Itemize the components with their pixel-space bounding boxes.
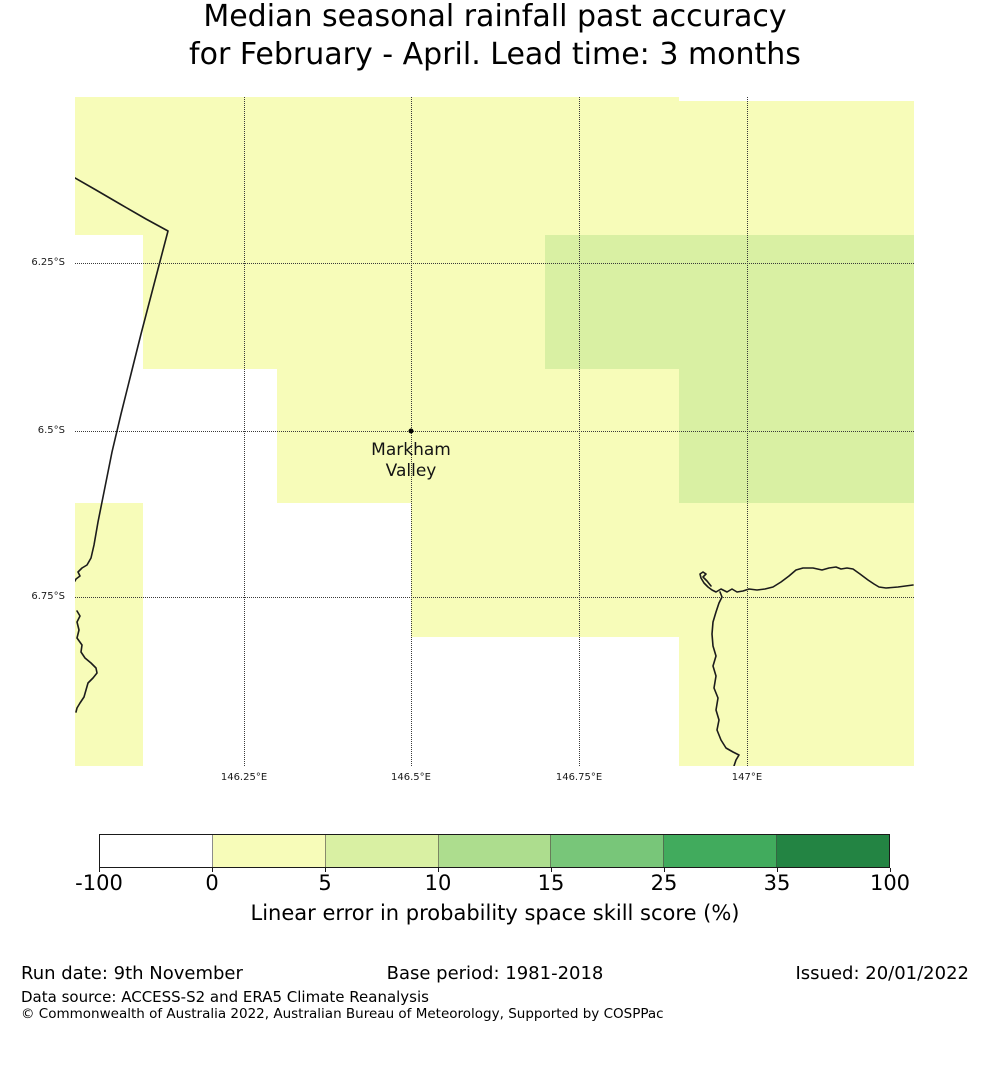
colorbar-segment-2: [325, 835, 439, 867]
colorbar: [99, 834, 890, 868]
map-cell-0-5: [679, 101, 914, 235]
colorbar-segment-4: [551, 835, 665, 867]
x-axis-tick-label: 146.5°E: [391, 772, 431, 783]
y-axis-tick-label: 6.5°S: [37, 425, 65, 436]
x-axis-tick-label: 146.25°E: [220, 772, 268, 783]
coastline-layer: [75, 177, 914, 766]
data-source-text: Data source: ACCESS-S2 and ERA5 Climate …: [21, 988, 429, 1006]
colorbar-tick-label: 35: [763, 871, 791, 895]
colorbar-segment-6: [777, 835, 890, 867]
colorbar-segment-5: [664, 835, 778, 867]
marker-label-line2: Valley: [385, 461, 437, 481]
map-cell-0-5: [143, 235, 545, 369]
chart-title: Median seasonal rainfall past accuracy f…: [0, 0, 990, 74]
issued-date-text: Issued: 20/01/2022: [795, 963, 969, 984]
x-axis-tick-label: 147°E: [731, 772, 763, 783]
colorbar-label: Linear error in probability space skill …: [250, 901, 740, 925]
coastline-southwest: [75, 610, 98, 713]
colorbar-segment-3: [438, 835, 552, 867]
y-axis-tick-label: 6.75°S: [31, 591, 65, 602]
colorbar-tick-label: 5: [318, 871, 332, 895]
chart-title-line2: for February - April. Lead time: 3 month…: [189, 37, 801, 72]
coastline-east: [699, 566, 914, 593]
run-date-text: Run date: 9th November: [21, 963, 243, 984]
colorbar-tick-label: 15: [537, 871, 565, 895]
colorbar-segment-0: [100, 835, 213, 867]
colorbar-tick-label: 100: [869, 871, 911, 895]
colorbar-tick-label: 25: [650, 871, 678, 895]
colorbar-tick: [212, 868, 213, 872]
colorbar-tick: [99, 868, 100, 872]
parallel-gridline: [75, 263, 914, 264]
map-cell-0-5: [75, 503, 143, 766]
location-marker-label: Markham Valley: [371, 440, 451, 482]
marker-label-line1: Markham: [371, 440, 451, 460]
colorbar-tick: [890, 868, 891, 872]
map-cell-0-5: [75, 97, 679, 235]
parallel-gridline: [75, 597, 914, 598]
colorbar-tick: [551, 868, 552, 872]
location-marker-dot: [408, 428, 414, 434]
base-period-text: Base period: 1981-2018: [386, 963, 604, 984]
map-plot-area: Markham Valley: [75, 97, 914, 766]
colorbar-tick: [438, 868, 439, 872]
chart-title-line1: Median seasonal rainfall past accuracy: [203, 0, 787, 34]
colorbar-tick: [664, 868, 665, 872]
parallel-gridline: [75, 431, 914, 432]
colorbar-tick-label: 0: [205, 871, 219, 895]
map-cell-5-10: [679, 369, 914, 503]
colorbar-tick: [777, 868, 778, 872]
coastline-northwest: [75, 177, 169, 582]
map-cell-0-5: [277, 369, 679, 503]
copyright-text: © Commonwealth of Australia 2022, Austra…: [21, 1006, 664, 1022]
x-axis-tick-label: 146.75°E: [555, 772, 603, 783]
colorbar-tick-label: 10: [424, 871, 452, 895]
map-cell-0-5: [411, 503, 914, 637]
colorbar-tick-label: -100: [75, 871, 123, 895]
river-southeast: [711, 591, 740, 766]
colorbar-segment-1: [212, 835, 326, 867]
map-cell-5-10: [545, 235, 914, 369]
colorbar-tick: [325, 868, 326, 872]
y-axis-tick-label: 6.25°S: [31, 257, 65, 268]
